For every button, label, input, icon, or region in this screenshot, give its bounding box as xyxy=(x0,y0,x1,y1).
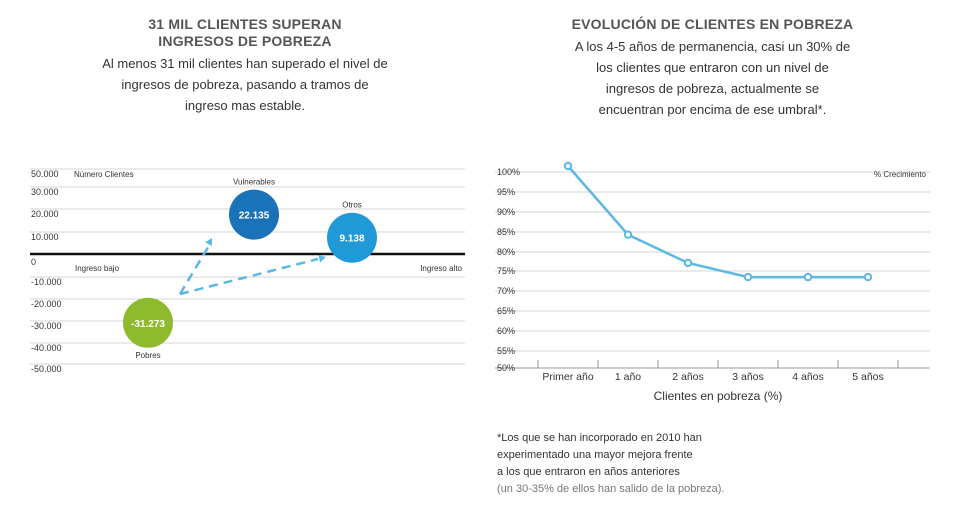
footnote-line-4: (un 30-35% de ellos han salido de la pob… xyxy=(497,483,725,495)
x-tick-label: 5 años xyxy=(852,371,884,383)
y-tick-label: 0 xyxy=(31,257,36,267)
data-point xyxy=(683,258,693,268)
left-arrows xyxy=(178,238,326,296)
data-point xyxy=(563,161,573,171)
right-x-axis-label: Clientes en pobreza (%) xyxy=(654,389,783,403)
right-y-axis-label: % Crecimiento xyxy=(874,170,927,179)
right-chart-title: EVOLUCIÓN DE CLIENTES EN POBREZA xyxy=(571,16,854,32)
y-tick-label: 100% xyxy=(497,167,520,177)
footnote-line-3: a los que entraron en años anteriores xyxy=(497,466,680,478)
right-series xyxy=(563,161,873,282)
right-sub-line-2: los clientes que entraron con un nivel d… xyxy=(596,60,829,75)
y-tick-label: -30.000 xyxy=(31,321,62,331)
y-tick-label: 65% xyxy=(497,306,515,316)
transition-arrow xyxy=(178,243,212,295)
arrow-head xyxy=(318,255,326,263)
x-tick-label: 4 años xyxy=(792,371,824,383)
data-point xyxy=(623,230,633,239)
y-tick-label: 50.000 xyxy=(31,169,59,179)
y-tick-label: 55% xyxy=(497,346,515,356)
y-tick-label: 60% xyxy=(497,326,515,336)
y-tick-label: 20.000 xyxy=(31,209,59,219)
footnote-line-2: experimentado una mayor mejora frente xyxy=(497,449,693,461)
y-tick-label: 50% xyxy=(497,363,515,373)
y-tick-label: -10.000 xyxy=(31,277,62,287)
y-tick-label: 95% xyxy=(497,187,515,197)
x-tick-label: Primer año xyxy=(542,371,594,383)
footnote: *Los que se han incorporado en 2010 han … xyxy=(497,430,724,498)
transition-arrow xyxy=(179,257,319,296)
left-grid: 50.000 30.000 20.000 10.000 0 -10.000 -20.000 -… xyxy=(30,168,465,374)
y-tick-label: -50.000 xyxy=(31,364,62,374)
left-sub-line-2: ingresos de pobreza, pasando a tramos de xyxy=(121,77,369,92)
footnote-line-1: *Los que se han incorporado en 2010 han xyxy=(497,432,702,444)
right-sub-line-1: A los 4-5 años de permanencia, casi un 3… xyxy=(574,39,851,54)
y-tick-label: 70% xyxy=(497,286,515,296)
y-tick-label: 80% xyxy=(497,247,515,257)
bubble-otros xyxy=(327,212,377,263)
left-sub-line-1: Al menos 31 mil clientes han superado el… xyxy=(102,56,388,71)
bubble-value: 9.138 xyxy=(339,234,364,245)
y-tick-label: 10.000 xyxy=(31,232,59,242)
data-point xyxy=(803,272,813,282)
left-y-axis-label: Número Clientes xyxy=(74,170,134,179)
left-points: -31.273 Pobres 22.135 Vulnerables 9.138 Otros xyxy=(123,178,377,360)
arrow-head xyxy=(205,238,212,246)
x-high-label: Ingreso alto xyxy=(420,264,462,273)
x-low-label: Ingreso bajo xyxy=(75,264,120,273)
left-chart-subtitle: Al menos 31 mil clientes han superado el… xyxy=(90,53,400,116)
bubble-name: Vulnerables xyxy=(233,178,275,187)
y-tick-label: 30.000 xyxy=(31,187,59,197)
data-point xyxy=(863,272,873,282)
right-chart-subtitle: A los 4-5 años de permanencia, casi un 3… xyxy=(540,36,885,120)
bubble-value: 22.135 xyxy=(239,211,270,222)
right-grid: 100% 95% 90% 85% 80% 75% 70% 65% 60% 55% 50% Primer… xyxy=(495,167,930,383)
bubble-name: Pobres xyxy=(135,351,160,360)
bubble-pobres xyxy=(123,297,173,348)
left-chart-title: 31 MIL CLIENTES SUPERAN INGRESOS DE POBR… xyxy=(90,16,400,50)
bubble-vulnerables xyxy=(229,189,279,240)
bubble-value: -31.273 xyxy=(131,319,165,330)
y-tick-label: 85% xyxy=(497,227,515,237)
left-sub-line-3: ingreso mas estable. xyxy=(185,98,305,113)
y-tick-label: -40.000 xyxy=(31,343,62,353)
left-title-line-1: 31 MIL CLIENTES SUPERAN xyxy=(148,16,342,32)
y-tick-label: 90% xyxy=(497,207,515,217)
data-point xyxy=(743,272,753,282)
left-title-line-2: INGRESOS DE POBREZA xyxy=(158,33,332,49)
y-tick-label: 75% xyxy=(497,266,515,276)
x-tick-label: 1 año xyxy=(615,371,641,383)
y-tick-label: -20.000 xyxy=(31,299,62,309)
right-sub-line-4: encuentran por encima de ese umbral*. xyxy=(598,102,827,117)
bubble-name: Otros xyxy=(342,201,362,210)
x-tick-label: 3 años xyxy=(732,371,764,383)
x-tick-label: 2 años xyxy=(672,371,704,383)
right-sub-line-3: ingresos de pobreza, actualmente se xyxy=(605,81,820,96)
series-line xyxy=(567,165,868,279)
